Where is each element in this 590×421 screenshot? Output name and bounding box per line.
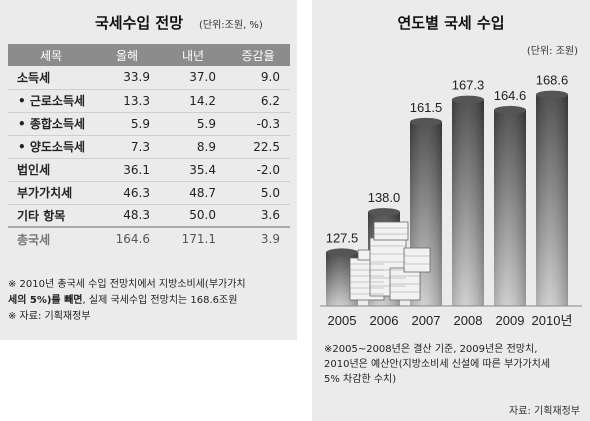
cell-next-year: 37.0: [160, 66, 226, 90]
x-tick-label: 2009: [496, 313, 525, 328]
bar: [494, 105, 526, 306]
cell-this-year: 7.3: [94, 135, 160, 159]
table-head-row: 세목 올해 내년 증감율: [8, 44, 290, 66]
total-this-year: 164.6: [94, 226, 160, 250]
cell-next-year: 14.2: [160, 89, 226, 113]
row-name: 소득세: [8, 66, 94, 90]
cell-change: -0.3: [226, 112, 290, 136]
x-tick-label: 2007: [412, 313, 441, 328]
bar: [536, 90, 568, 307]
bar-cap: [536, 90, 568, 99]
bar-value-label: 168.6: [536, 73, 569, 88]
footnote-line: 세의 5%)를 빼면, 실제 국세수입 전망치는 168.6조원: [8, 293, 293, 309]
cell-this-year: 48.3: [94, 204, 160, 228]
total-name: 총국세: [8, 226, 94, 250]
x-tick-label: 2008: [454, 313, 483, 328]
table-row: • 양도소득세 7.3 8.9 22.5: [8, 135, 290, 159]
cell-change: 3.6: [226, 204, 290, 228]
column-header: 증감율: [226, 44, 290, 66]
total-change: 3.9: [226, 226, 290, 250]
bar-shade: [494, 109, 526, 306]
money-stack-illustration: [349, 221, 431, 301]
tax-forecast-table: 세목 올해 내년 증감율 소득세 33.9 37.0 9.0 • 근로소득세 1…: [8, 44, 290, 250]
bar-chart: 127.5 2005 138.0 2006 161.5 2007 167.3 2008 164.…: [320, 73, 582, 328]
row-name: • 양도소득세: [8, 135, 94, 159]
chart-footnote-line: ※2005~2008년은 결산 기준, 2009년은 전망치,: [324, 344, 538, 355]
cell-this-year: 5.9: [94, 112, 160, 136]
bar-cap: [494, 105, 526, 114]
table-footnote: ※ 2010년 총국세 수입 전망치에서 지방소비세(부가가치 세의 5%)를 …: [8, 277, 293, 325]
cell-change: 22.5: [226, 135, 290, 159]
table-header-row: 국세수입 전망 (단위:조원, %): [0, 10, 297, 36]
bar: [452, 95, 484, 307]
x-tick-label: 2005: [328, 313, 357, 328]
footnote-source: ※ 자료: 기획재정부: [8, 311, 91, 322]
row-name: 법인세: [8, 158, 94, 182]
chart-unit: (단위: 조원): [526, 46, 578, 57]
chart-source: 자료: 기획재정부: [509, 406, 580, 417]
chart-title: 연도별 국세 수입: [397, 14, 505, 32]
cell-this-year: 46.3: [94, 181, 160, 205]
row-name: • 근로소득세: [8, 89, 94, 113]
footnote-text: , 실제 국세수입 전망치는 168.6조원: [82, 295, 238, 306]
table-total-row: 총국세 164.6 171.1 3.9: [8, 226, 290, 250]
column-header: 내년: [160, 44, 226, 66]
bar-cap: [368, 208, 400, 217]
cell-this-year: 36.1: [94, 158, 160, 182]
row-name: 기타 항목: [8, 204, 94, 228]
x-tick-label: 2006: [370, 313, 399, 328]
table-row: 법인세 36.1 35.4 -2.0: [8, 158, 290, 182]
chart-footnote-line: 5% 차감한 수치): [324, 374, 397, 385]
footnote-line: ※ 2010년 총국세 수입 전망치에서 지방소비세(부가가치: [8, 279, 246, 290]
bar-cap: [452, 95, 484, 104]
chart-footnote: ※2005~2008년은 결산 기준, 2009년은 전망치, 2010년은 예…: [324, 342, 586, 387]
footnote-bold: 세의 5%)를 빼면: [8, 295, 83, 306]
cell-this-year: 33.9: [94, 66, 160, 90]
cell-next-year: 50.0: [160, 204, 226, 228]
bar-cap: [326, 248, 358, 257]
bar-value-label: 138.0: [368, 190, 401, 205]
table-row: 기타 항목 48.3 50.0 3.6: [8, 204, 290, 228]
labels-layer: 127.5 2005 138.0 2006 161.5 2007 167.3 2008 164.…: [326, 73, 573, 328]
table-title: 국세수입 전망: [95, 14, 184, 32]
column-header: 세목: [8, 44, 94, 66]
annual-revenue-panel: 연도별 국세 수입 (단위: 조원): [312, 0, 590, 421]
column-header: 올해: [94, 44, 160, 66]
cell-change: 6.2: [226, 89, 290, 113]
tax-forecast-panel: 국세수입 전망 (단위:조원, %) 세목 올해 내년 증감율 소득세 33.9…: [0, 0, 297, 340]
cell-change: -2.0: [226, 158, 290, 182]
cell-next-year: 35.4: [160, 158, 226, 182]
bar-value-label: 127.5: [326, 230, 359, 245]
row-name: • 종합소득세: [8, 112, 94, 136]
table-unit: (단위:조원, %): [199, 20, 263, 31]
table-row: 부가가치세 46.3 48.7 5.0: [8, 181, 290, 205]
bar-cap: [410, 117, 442, 126]
cell-change: 5.0: [226, 181, 290, 205]
table-row: 소득세 33.9 37.0 9.0: [8, 66, 290, 90]
bar-value-label: 164.6: [494, 88, 527, 103]
cell-next-year: 8.9: [160, 135, 226, 159]
cell-next-year: 5.9: [160, 112, 226, 136]
bar-value-label: 161.5: [410, 100, 443, 115]
bar-shade: [536, 94, 568, 307]
bar-shade: [452, 99, 484, 307]
row-name: 부가가치세: [8, 181, 94, 205]
cell-change: 9.0: [226, 66, 290, 90]
cell-next-year: 48.7: [160, 181, 226, 205]
chart-footnote-line: 2010년은 예산안(지방소비세 신설에 따른 부가가치세: [324, 359, 551, 370]
table-row: • 근로소득세 13.3 14.2 6.2: [8, 89, 290, 113]
bar-value-label: 167.3: [452, 78, 485, 93]
x-tick-label: 2010년: [532, 313, 573, 328]
table-row: • 종합소득세 5.9 5.9 -0.3: [8, 112, 290, 136]
cell-this-year: 13.3: [94, 89, 160, 113]
total-next-year: 171.1: [160, 226, 226, 250]
